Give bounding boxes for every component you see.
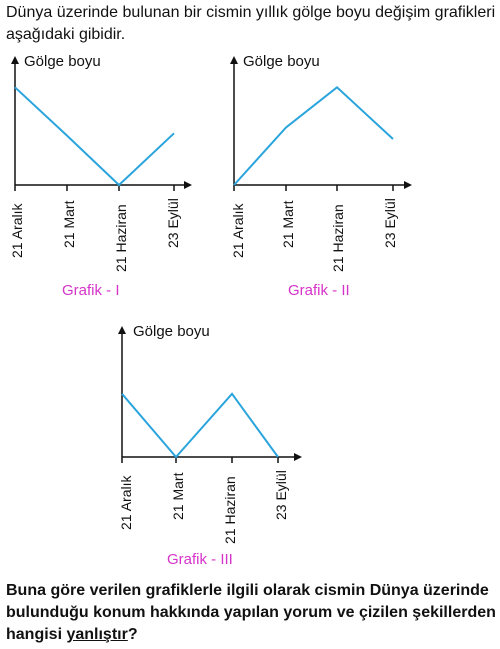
graph-3-xtick-0: 21 Aralık [118, 475, 134, 530]
graph-2-ylabel: Gölge boyu [243, 53, 320, 70]
graph-3-caption: Grafik - III [167, 551, 233, 568]
graph-1-x-arrow [184, 181, 192, 189]
graph-1-xtick-3: 23 Eylül [165, 198, 181, 248]
graph-1-xtick-1: 21 Mart [61, 200, 77, 248]
graph-3: Gölge boyu 21 Aralık 21 Mart 21 Haziran … [110, 320, 320, 575]
graph-1-ylabel: Gölge boyu [24, 53, 101, 70]
graph-2-xtick-3: 23 Eylül [382, 198, 398, 248]
graph-1-series-line [14, 86, 175, 187]
graph-3-ylabel: Gölge boyu [133, 323, 210, 340]
graph-3-xtick-3: 23 Eylül [273, 470, 289, 520]
graph-2-series-line [233, 85, 394, 186]
graph-2-xtick-1: 21 Mart [280, 200, 296, 248]
graph-3-svg [118, 326, 302, 463]
graph-3-series-line [121, 392, 279, 459]
graph-1-xtick-0: 21 Aralık [9, 203, 25, 258]
graph-1-y-arrow [11, 56, 19, 64]
question-underlined-word: yanlıştır [66, 626, 128, 643]
graph-3-xtick-1: 21 Mart [170, 472, 186, 520]
graph-2-y-arrow [230, 56, 238, 64]
graph-2-xtick-0: 21 Aralık [230, 203, 246, 258]
question-text: Buna göre verilen grafiklerle ilgili ola… [6, 580, 498, 646]
question-text-before: Buna göre verilen grafiklerle ilgili ola… [6, 582, 496, 643]
graph-2-xtick-2: 21 Haziran [330, 204, 346, 272]
graph-3-x-arrow [294, 453, 302, 461]
graph-1-xtick-2: 21 Haziran [113, 204, 129, 272]
graph-1-svg [11, 56, 192, 191]
graph-2: Gölge boyu 21 Aralık 21 Mart 21 Haziran … [220, 50, 430, 310]
question-text-after: ? [127, 626, 138, 643]
graph-2-caption: Grafik - II [288, 282, 350, 299]
intro-text: Dünya üzerinde bulunan bir cismin yıllık… [6, 4, 496, 43]
graph-1-caption: Grafik - I [62, 282, 120, 299]
graph-1: Gölge boyu 21 Aralık 21 Mart 21 Haziran … [0, 50, 220, 310]
graph-2-svg [230, 56, 412, 191]
graph-2-x-arrow [404, 181, 412, 189]
graph-3-y-arrow [118, 326, 126, 334]
graph-3-xtick-2: 21 Haziran [222, 476, 238, 544]
